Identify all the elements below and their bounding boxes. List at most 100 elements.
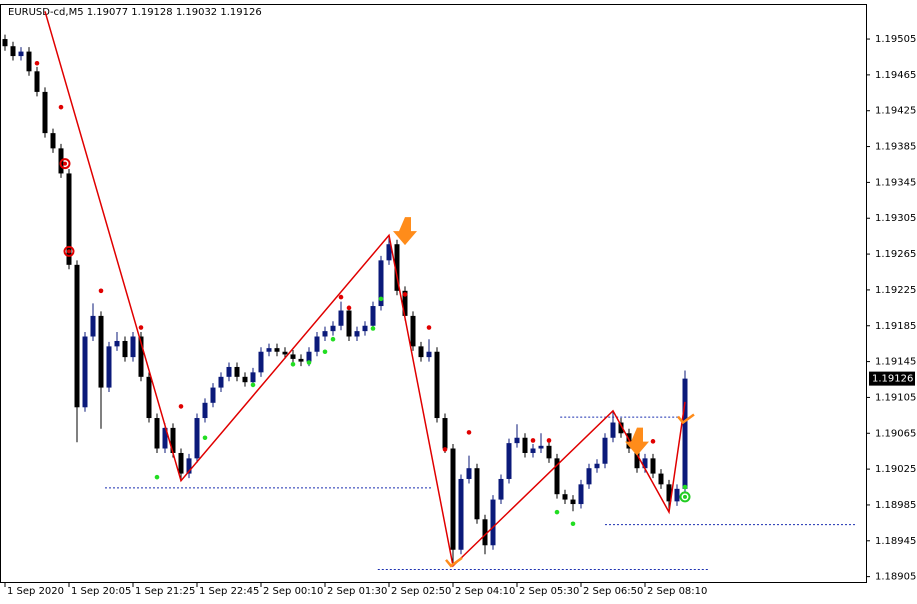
candle-body: [450, 448, 456, 550]
candle-body: [42, 91, 48, 134]
price-label-box: [869, 371, 915, 386]
signal-dot: [530, 438, 536, 443]
candle-body: [482, 519, 488, 546]
candle-body: [386, 244, 392, 261]
candle-body: [378, 260, 384, 307]
candle-body: [562, 494, 568, 500]
signal-dot: [322, 349, 328, 355]
candle-body: [298, 358, 304, 362]
candle-body: [258, 351, 264, 373]
candle-body: [426, 351, 432, 358]
y-tick-label: 1.19105: [875, 392, 916, 403]
y-tick-label: 1.18905: [875, 572, 916, 583]
candle-body: [82, 336, 88, 408]
x-tick-label: 1 Sep 22:45: [199, 586, 259, 597]
signal-dot: [34, 60, 40, 66]
candle-body: [162, 427, 168, 449]
signal-ring-core: [67, 249, 71, 254]
candle-body: [90, 315, 96, 337]
candle-body: [346, 310, 352, 337]
candle-body: [26, 51, 32, 72]
x-tick-label: 2 Sep 04:10: [455, 586, 515, 597]
candle-body: [282, 351, 288, 355]
x-tick-label: 2 Sep 08:10: [647, 586, 707, 597]
candle-body: [554, 458, 560, 495]
signal-dot: [378, 296, 384, 302]
candle-body: [490, 499, 496, 546]
candle-body: [674, 488, 680, 502]
candle-body: [242, 376, 248, 383]
x-tick-label: 1 Sep 2020: [7, 586, 64, 597]
signal-dot: [426, 325, 432, 330]
candle-body: [570, 499, 576, 505]
y-tick-label: 1.19185: [875, 321, 916, 332]
candle-body: [466, 468, 472, 479]
candle-body: [594, 463, 600, 469]
candle-body: [290, 354, 296, 359]
signal-ring: [63, 245, 75, 257]
signal-ring-core: [63, 161, 67, 166]
candle-body: [322, 331, 328, 337]
signal-ring: [59, 158, 71, 170]
candle-body: [274, 348, 280, 352]
y-tick-label: 1.19345: [875, 177, 916, 188]
check-mark: [677, 413, 695, 425]
candle-body: [74, 264, 80, 408]
y-tick-label: 1.19425: [875, 106, 916, 117]
signal-dot: [306, 360, 312, 365]
candle-body: [34, 71, 40, 92]
signal-dot: [554, 509, 560, 515]
candle-body: [602, 437, 608, 464]
signal-ring: [679, 491, 691, 503]
candle-body: [210, 387, 216, 403]
candle-body: [146, 376, 152, 419]
signal-dot: [154, 474, 160, 480]
candle-body: [154, 418, 160, 449]
y-tick-label: 1.18945: [875, 536, 916, 547]
candle-body: [442, 418, 448, 449]
candle-body: [194, 418, 200, 459]
signal-dot: [290, 361, 296, 367]
candle-body: [514, 437, 520, 444]
signal-dot: [338, 294, 344, 300]
x-tick-label: 2 Sep 05:30: [519, 586, 579, 597]
candle-body: [130, 336, 136, 358]
down-arrow: [393, 217, 417, 246]
signal-dot: [442, 447, 448, 452]
candle-body: [682, 378, 688, 489]
candle-body: [418, 346, 424, 358]
candle-body: [114, 340, 120, 347]
candle-body: [410, 315, 416, 347]
y-tick-label: 1.19065: [875, 428, 916, 439]
candle-body: [66, 173, 72, 265]
down-arrow: [625, 427, 649, 456]
candle-body: [338, 310, 344, 326]
candle-body: [218, 376, 224, 388]
candle-body: [186, 458, 192, 474]
candle-body: [522, 437, 528, 453]
signal-dot: [346, 305, 352, 311]
x-tick-label: 2 Sep 00:10: [263, 586, 323, 597]
candle-body: [330, 325, 336, 332]
candle-body: [634, 448, 640, 469]
y-tick-label: 1.19145: [875, 357, 916, 368]
candle-body: [106, 346, 112, 388]
candle-body: [98, 315, 104, 388]
signal-dot: [250, 382, 256, 388]
signal-dot: [58, 104, 64, 110]
candle-body: [202, 402, 208, 419]
candle-body: [122, 340, 128, 358]
plot-frame: [0, 4, 867, 583]
signal-dot: [682, 484, 688, 490]
signal-dot: [570, 521, 576, 527]
x-tick-label: 1 Sep 21:25: [135, 586, 195, 597]
x-tick-label: 2 Sep 06:50: [583, 586, 643, 597]
check-mark: [445, 556, 463, 568]
candle-body: [250, 372, 256, 383]
candle-body: [18, 51, 24, 57]
candle-body: [266, 348, 272, 352]
y-tick-label: 1.19305: [875, 213, 916, 224]
signal-dot: [138, 325, 144, 330]
candle-body: [314, 336, 320, 352]
x-tick-label: 1 Sep 20:05: [71, 586, 131, 597]
